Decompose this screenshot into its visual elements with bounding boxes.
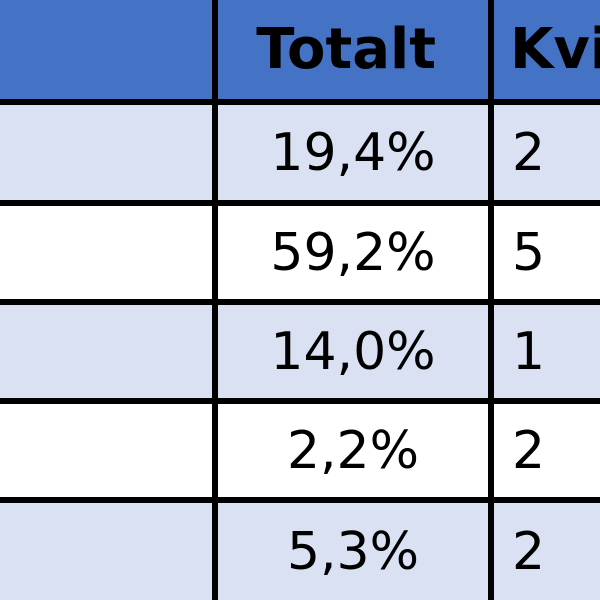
row-label-cell — [0, 305, 212, 398]
kvi-cell: 2 — [494, 105, 600, 200]
totalt-cell: 19,4% — [218, 105, 488, 200]
kvi-cell: 1 — [494, 305, 600, 398]
header-cell-totalt: Totalt — [218, 0, 488, 99]
header-cell-kvi: Kvi — [494, 0, 600, 99]
row-label-cell — [0, 404, 212, 497]
row-label-cell — [0, 206, 212, 299]
totalt-cell: 14,0% — [218, 305, 488, 398]
totalt-cell: 5,3% — [218, 503, 488, 600]
kvi-cell: 2 — [494, 503, 600, 600]
row-label-cell — [0, 105, 212, 200]
kvi-cell: 5 — [494, 206, 600, 299]
kvi-cell: 2 — [494, 404, 600, 497]
row-label-cell — [0, 503, 212, 600]
totalt-cell: 59,2% — [218, 206, 488, 299]
header-cell-label — [0, 0, 212, 99]
totalt-cell: 2,2% — [218, 404, 488, 497]
